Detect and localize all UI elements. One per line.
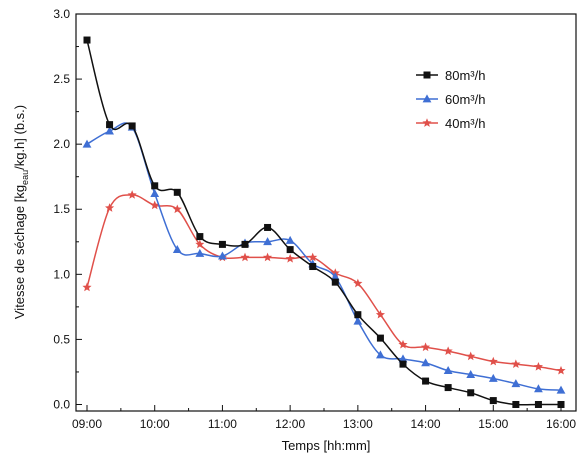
data-point xyxy=(398,354,408,363)
data-point xyxy=(173,188,181,196)
y-tick-label: 3.0 xyxy=(53,7,70,21)
legend-label: 60m³/h xyxy=(445,92,485,107)
data-point xyxy=(467,389,475,397)
y-axis-label-sub: eau xyxy=(20,170,30,185)
data-point xyxy=(398,339,408,349)
series-line xyxy=(86,122,562,391)
data-point xyxy=(444,384,452,392)
series-star xyxy=(82,190,566,375)
x-tick-label: 10:00 xyxy=(140,417,170,431)
data-point xyxy=(556,385,566,394)
data-point xyxy=(331,278,339,286)
data-point xyxy=(422,377,430,385)
legend: 80m³/h 60m³/h 40m³/h xyxy=(416,68,485,131)
data-point xyxy=(263,237,272,246)
y-tick-label: 1.5 xyxy=(53,202,70,216)
data-point xyxy=(330,272,340,281)
x-tick-label: 09:00 xyxy=(72,417,102,431)
y-tick-label: 0.0 xyxy=(53,397,70,411)
data-point xyxy=(512,400,520,408)
y-axis-label: Vitesse de séchage [kgeau/kg.h] (b.s.) xyxy=(12,105,30,319)
x-axis-label: Temps [hh:mm] xyxy=(282,438,371,453)
data-point xyxy=(511,379,521,388)
series-square xyxy=(83,36,565,408)
legend-marker xyxy=(422,118,432,127)
legend-marker xyxy=(423,71,431,79)
legend-label: 40m³/h xyxy=(445,116,485,131)
data-point xyxy=(285,235,295,244)
data-point xyxy=(534,400,542,408)
data-point xyxy=(466,369,476,378)
data-point xyxy=(466,351,476,361)
data-point xyxy=(308,252,318,262)
data-point xyxy=(241,240,249,248)
data-point xyxy=(443,346,453,356)
data-point xyxy=(353,278,363,288)
data-point xyxy=(376,334,384,342)
y-tick-label: 1.0 xyxy=(53,267,70,281)
y-tick-label: 2.5 xyxy=(53,72,70,86)
data-point xyxy=(127,190,137,199)
data-point xyxy=(195,248,205,257)
data-point xyxy=(172,204,182,214)
data-point xyxy=(557,400,565,408)
data-point xyxy=(83,36,91,44)
series-layer xyxy=(82,36,566,408)
data-point xyxy=(285,253,295,263)
data-point xyxy=(488,373,498,382)
data-point xyxy=(488,356,498,366)
data-point xyxy=(106,121,114,129)
data-point xyxy=(105,203,115,212)
data-point xyxy=(354,311,362,319)
data-point xyxy=(399,360,407,368)
data-point xyxy=(511,359,521,369)
data-point xyxy=(376,350,385,359)
series-line xyxy=(86,39,562,406)
data-point xyxy=(489,397,497,405)
data-point xyxy=(353,316,363,325)
data-point xyxy=(421,342,431,352)
series-triangle xyxy=(82,122,566,394)
x-tick-label: 12:00 xyxy=(275,417,305,431)
data-point xyxy=(534,384,543,393)
x-tick-label: 15:00 xyxy=(478,417,508,431)
data-point xyxy=(105,126,114,135)
data-point xyxy=(82,139,92,148)
y-tick-label: 2.0 xyxy=(53,137,70,151)
x-tick-label: 14:00 xyxy=(411,417,441,431)
data-point xyxy=(443,366,453,375)
data-point xyxy=(218,251,227,260)
data-point xyxy=(264,223,272,231)
data-point xyxy=(150,200,160,210)
data-point xyxy=(556,365,566,375)
data-point xyxy=(421,358,430,367)
data-point xyxy=(172,244,182,253)
data-point xyxy=(82,282,92,292)
legend-marker xyxy=(422,94,432,103)
series-line xyxy=(86,194,562,372)
plot-frame xyxy=(75,13,577,412)
x-tick-label: 13:00 xyxy=(343,417,373,431)
x-tick-label: 11:00 xyxy=(208,417,237,431)
y-axis-label-prefix: Vitesse de séchage [kg xyxy=(12,185,27,319)
x-tick-label: 16:00 xyxy=(546,417,576,431)
data-point xyxy=(195,239,205,249)
data-point xyxy=(240,252,250,262)
data-point xyxy=(128,122,136,130)
y-tick-label: 0.5 xyxy=(53,332,70,346)
data-point xyxy=(150,189,160,198)
legend-label: 80m³/h xyxy=(445,68,485,83)
data-point xyxy=(151,182,159,190)
ticks-layer: 09:00 10:00 11:00 12:00 13:00 14:00 15:00 16:00… xyxy=(53,7,576,431)
data-point xyxy=(286,246,294,254)
data-point xyxy=(196,233,204,241)
data-point xyxy=(218,240,226,248)
data-point xyxy=(263,252,273,262)
y-axis-label-suffix: /kg.h] (b.s.) xyxy=(12,105,27,170)
data-point xyxy=(309,263,317,271)
data-point xyxy=(533,361,543,371)
data-point xyxy=(375,309,385,319)
